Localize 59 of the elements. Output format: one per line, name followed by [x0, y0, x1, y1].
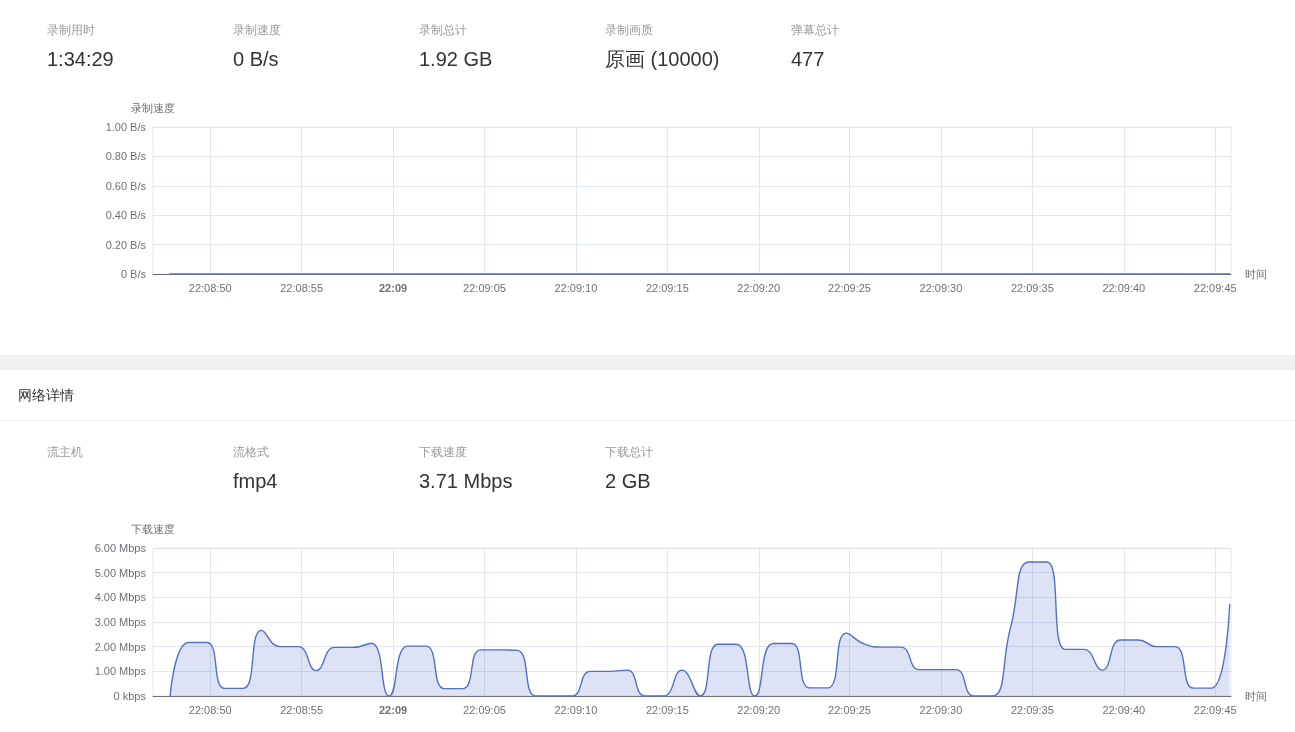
- text: 3.71 Mbps: [419, 470, 513, 492]
- y-tick-label: 4.00 Mbps: [94, 591, 147, 604]
- category-label: 下载总计: [605, 444, 653, 460]
- y-tick-label: 0.40 B/s: [105, 209, 147, 222]
- text: 477: [791, 48, 825, 70]
- x-tick-label: 22:09:30: [919, 703, 963, 716]
- x-tick-label: 22:08:55: [280, 281, 324, 294]
- x-tick-label: 22:09:20: [737, 281, 781, 294]
- x-tick-label: 22:09:10: [554, 281, 598, 294]
- x-tick-label: 22:09:05: [463, 281, 506, 294]
- x-tick-label: 22:09:35: [1010, 281, 1054, 294]
- x-tick-label: 22:09:40: [1102, 703, 1146, 716]
- x-tick-label: 22:08:50: [188, 703, 232, 716]
- x-tick-label: 22:08:55: [280, 703, 324, 716]
- x-tick-label: 22:08:50: [188, 281, 232, 294]
- text: 2 GB: [605, 470, 651, 492]
- text: 1.92 GB: [419, 48, 493, 70]
- x-tick-label: 22:09:25: [828, 281, 871, 294]
- x-tick-label: 22:09: [379, 281, 408, 294]
- y-tick-label: 2.00 Mbps: [94, 640, 147, 653]
- text: fmp4: [233, 470, 278, 492]
- category-label: 流格式: [233, 444, 269, 460]
- y-axis-title: 录制速度: [131, 101, 175, 114]
- text: 原画 (10000): [605, 48, 720, 70]
- x-tick-label: 22:09:15: [645, 703, 689, 716]
- x-tick-label: 22:09:15: [645, 281, 689, 294]
- x-tick-label: 22:09:10: [554, 703, 598, 716]
- category-label: 录制画质: [605, 22, 653, 38]
- text: 1:34:29: [47, 48, 114, 70]
- y-tick-label: 1.00 Mbps: [94, 665, 147, 678]
- x-tick-label: 22:09:20: [737, 703, 781, 716]
- y-tick-label: 1.00 B/s: [105, 121, 147, 133]
- x-axis-title: 时间: [1245, 268, 1267, 280]
- category-label: 下载速度: [419, 444, 467, 460]
- x-tick-label: 22:09:30: [919, 281, 963, 294]
- x-tick-label: 22:09:35: [1010, 703, 1054, 716]
- y-tick-label: 0 kbps: [113, 690, 147, 702]
- y-tick-label: 0.80 B/s: [105, 150, 147, 163]
- y-tick-label: 6.00 Mbps: [94, 542, 147, 554]
- y-tick-label: 0.60 B/s: [105, 179, 147, 192]
- x-tick-label: 22:09:45: [1193, 703, 1237, 716]
- category-label: 流主机: [47, 444, 83, 460]
- category-label: 录制用时: [47, 22, 95, 38]
- x-tick-label: 22:09:45: [1193, 281, 1237, 294]
- category-label: 弹幕总计: [791, 22, 839, 38]
- y-tick-label: 0 B/s: [120, 268, 147, 280]
- x-tick-label: 22:09:05: [463, 703, 506, 716]
- x-tick-label: 22:09:40: [1102, 281, 1146, 294]
- x-axis-title: 时间: [1245, 690, 1267, 702]
- y-tick-label: 0.20 B/s: [105, 238, 147, 251]
- text: 0 B/s: [233, 48, 279, 70]
- category-label: 录制速度: [233, 22, 281, 38]
- y-axis-title: 下载速度: [131, 522, 175, 535]
- x-tick-label: 22:09: [379, 703, 408, 716]
- text: 网络详情: [18, 386, 74, 405]
- y-tick-label: 5.00 Mbps: [94, 566, 147, 579]
- y-tick-label: 3.00 Mbps: [94, 616, 147, 628]
- x-tick-label: 22:09:25: [828, 703, 871, 716]
- category-label: 录制总计: [419, 22, 467, 38]
